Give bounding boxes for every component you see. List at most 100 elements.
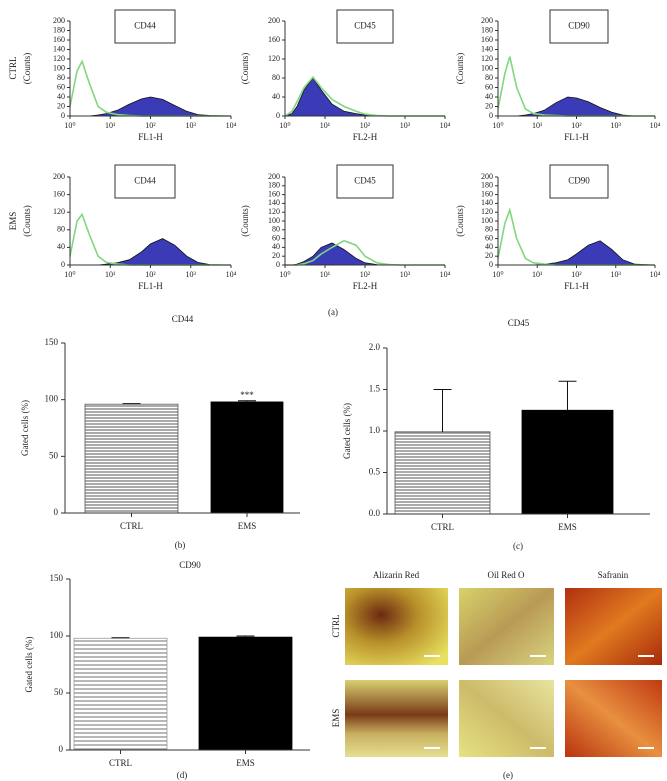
y-tick-label: 40 bbox=[272, 92, 280, 101]
x-axis-label: FL1-H bbox=[138, 132, 163, 142]
y-tick-label: 0 bbox=[489, 111, 493, 120]
bar bbox=[210, 401, 284, 514]
y-tick-label: 80 bbox=[57, 225, 65, 234]
column-label: Safranin bbox=[598, 570, 629, 580]
y-tick-label: 0.0 bbox=[369, 508, 381, 518]
y-tick-label: 120 bbox=[268, 54, 280, 63]
x-tick-label: 10¹ bbox=[532, 270, 543, 279]
y-tick-label: 140 bbox=[481, 198, 493, 207]
x-tick-label: 10¹ bbox=[105, 121, 116, 130]
y-axis-label: Gated cells (%) bbox=[20, 400, 30, 456]
y-tick-label: 0 bbox=[489, 260, 493, 269]
error-bar bbox=[433, 389, 452, 432]
histogram-line bbox=[285, 239, 445, 266]
y-tick-label: 0 bbox=[59, 744, 64, 754]
y-tick-label: 120 bbox=[53, 54, 65, 63]
x-tick-label: 10⁰ bbox=[64, 121, 75, 130]
y-tick-label: 180 bbox=[481, 25, 493, 34]
x-tick-label: 10² bbox=[145, 121, 156, 130]
x-tick-label: 10⁰ bbox=[64, 270, 75, 279]
y-tick-label: 150 bbox=[50, 573, 64, 583]
x-tick-label: 10⁰ bbox=[492, 270, 503, 279]
chart-title: CD45 bbox=[508, 318, 530, 328]
error-bar bbox=[122, 403, 141, 405]
image bbox=[345, 680, 448, 757]
y-tick-label: 20 bbox=[485, 101, 493, 110]
error-bar bbox=[111, 637, 130, 639]
y-tick-label: 50 bbox=[54, 687, 64, 697]
row-label: EMS bbox=[8, 212, 18, 231]
y-tick-label: 100 bbox=[53, 63, 65, 72]
y-tick-label: 200 bbox=[481, 16, 493, 25]
x-tick-label: EMS bbox=[558, 522, 577, 532]
x-tick-label: 10³ bbox=[186, 121, 197, 130]
y-tick-label: 100 bbox=[45, 394, 59, 404]
x-tick-label: 10² bbox=[571, 121, 582, 130]
title-box bbox=[336, 9, 394, 44]
x-tick-label: 10² bbox=[360, 270, 371, 279]
y-tick-label: 140 bbox=[481, 44, 493, 53]
chart-title: CD90 bbox=[568, 176, 590, 186]
y-tick-label: 100 bbox=[481, 63, 493, 72]
y-tick-label: 60 bbox=[485, 233, 493, 242]
y-tick-label: 100 bbox=[268, 216, 280, 225]
x-tick-label: 10⁰ bbox=[492, 121, 503, 130]
title-box bbox=[114, 164, 176, 199]
y-axis-label: (Counts) bbox=[455, 205, 465, 237]
panel-label: (c) bbox=[513, 541, 523, 551]
panel-label: (e) bbox=[503, 770, 513, 780]
row-label: EMS bbox=[331, 709, 341, 728]
y-axis-label: (Counts) bbox=[240, 53, 250, 85]
title-box bbox=[549, 164, 609, 199]
chart-title: CD44 bbox=[134, 21, 156, 31]
y-tick-label: 80 bbox=[485, 73, 493, 82]
x-axis-label: FL1-H bbox=[138, 281, 163, 291]
image bbox=[565, 588, 662, 665]
y-tick-label: 60 bbox=[272, 233, 280, 242]
chart-title: CD45 bbox=[354, 21, 376, 31]
error-bar bbox=[236, 635, 255, 638]
y-axis-label: (Counts) bbox=[240, 205, 250, 237]
x-tick-label: 10⁴ bbox=[440, 121, 451, 130]
y-tick-label: 80 bbox=[485, 225, 493, 234]
y-tick-label: 80 bbox=[272, 73, 280, 82]
y-tick-label: 0.5 bbox=[369, 467, 381, 477]
y-tick-label: 20 bbox=[485, 251, 493, 260]
x-tick-label: 10⁰ bbox=[279, 121, 290, 130]
x-tick-label: 10⁴ bbox=[226, 121, 237, 130]
x-tick-label: 10² bbox=[571, 270, 582, 279]
bar bbox=[198, 636, 293, 751]
bar bbox=[521, 409, 614, 515]
panel-label: (a) bbox=[328, 307, 338, 317]
y-tick-label: 160 bbox=[481, 189, 493, 198]
y-axis-label: (Counts) bbox=[455, 53, 465, 85]
y-tick-label: 100 bbox=[50, 630, 64, 640]
y-tick-label: 60 bbox=[57, 82, 65, 91]
y-tick-label: 40 bbox=[272, 242, 280, 251]
x-tick-label: 10¹ bbox=[532, 121, 543, 130]
x-tick-label: 10⁴ bbox=[650, 270, 661, 279]
y-tick-label: 200 bbox=[481, 172, 493, 181]
y-tick-label: 2.0 bbox=[369, 342, 381, 352]
y-axis-label: (Counts) bbox=[22, 205, 32, 237]
title-box bbox=[336, 164, 394, 199]
chart-title: CD44 bbox=[134, 176, 156, 186]
y-tick-label: 80 bbox=[57, 73, 65, 82]
image bbox=[459, 588, 554, 665]
image bbox=[459, 680, 554, 757]
error-bar bbox=[238, 400, 256, 402]
chart-title: CD90 bbox=[179, 560, 201, 570]
row-label: CTRL bbox=[8, 56, 18, 79]
x-tick-label: 10³ bbox=[186, 270, 197, 279]
y-tick-label: 0 bbox=[276, 111, 280, 120]
y-tick-label: 40 bbox=[485, 92, 493, 101]
x-tick-label: 10⁴ bbox=[440, 270, 451, 279]
y-axis-label: Gated cells (%) bbox=[24, 637, 34, 693]
y-tick-label: 160 bbox=[53, 35, 65, 44]
y-tick-label: 20 bbox=[272, 251, 280, 260]
histogram-area bbox=[70, 238, 232, 266]
x-tick-label: CTRL bbox=[109, 758, 132, 768]
y-tick-label: 180 bbox=[481, 181, 493, 190]
x-axis-label: FL2-H bbox=[353, 132, 378, 142]
bar bbox=[394, 431, 491, 515]
